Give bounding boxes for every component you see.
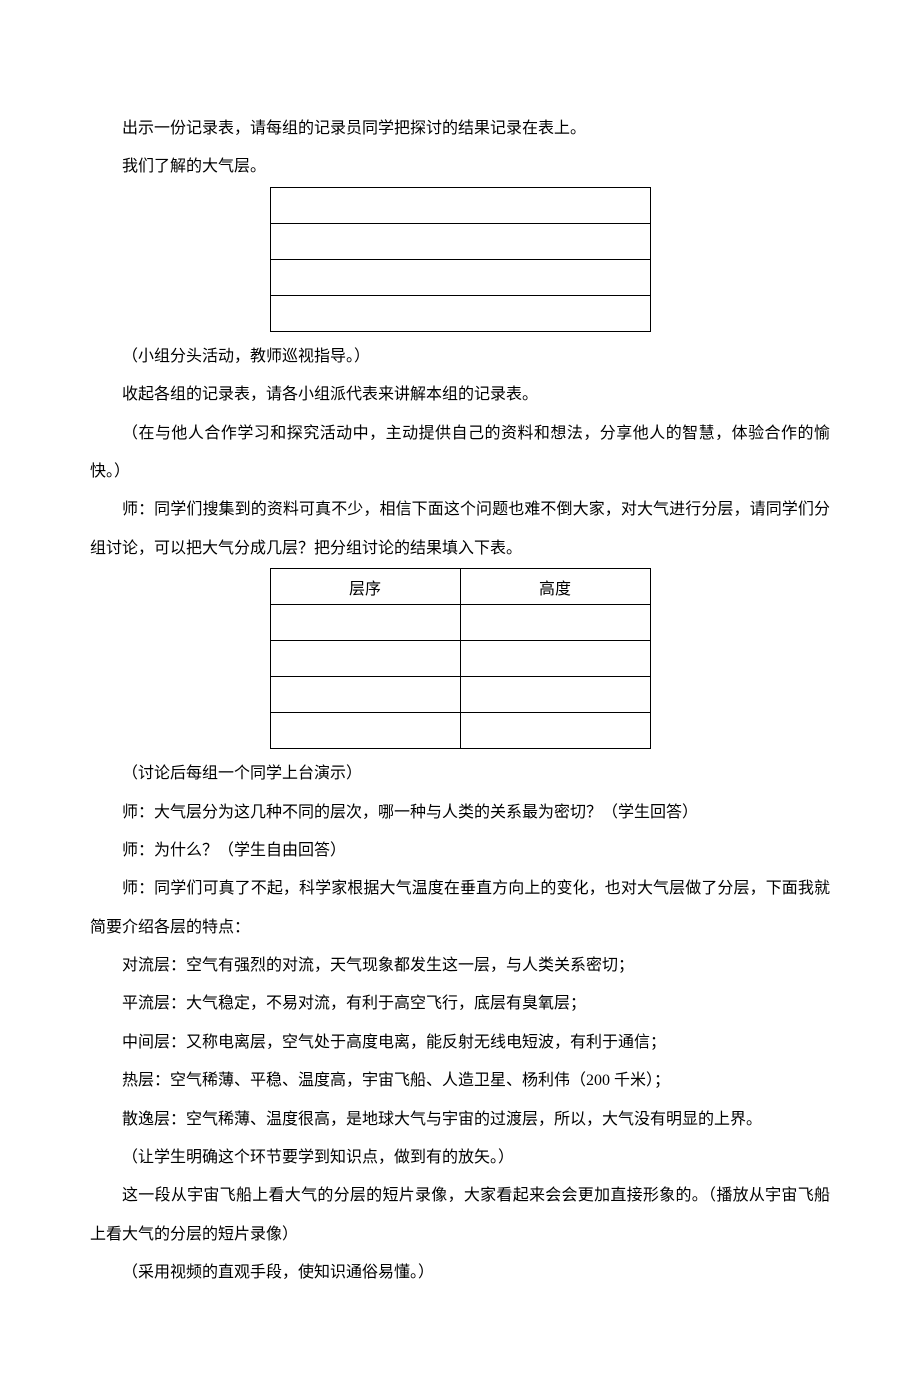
- paragraph: 师：为什么？（学生自由回答）: [90, 832, 830, 870]
- table-header-cell: 层序: [270, 569, 460, 605]
- table-row: [270, 187, 650, 223]
- paragraph: 热层：空气稀薄、平稳、温度高，宇宙飞船、人造卫星、杨利伟（200 千米）；: [90, 1062, 830, 1100]
- paragraph: （采用视频的直观手段，使知识通俗易懂。）: [90, 1254, 830, 1292]
- record-table-1: [270, 187, 651, 332]
- table-header-cell: 高度: [460, 569, 650, 605]
- table-cell: [460, 605, 650, 641]
- table-cell: [270, 677, 460, 713]
- table-row: [270, 677, 650, 713]
- table-cell: [460, 677, 650, 713]
- table-cell: [270, 187, 650, 223]
- table-cell: [460, 641, 650, 677]
- table-cell: [270, 295, 650, 331]
- table-cell: [270, 641, 460, 677]
- paragraph: 师：同学们搜集到的资料可真不少，相信下面这个问题也难不倒大家，对大气进行分层，请…: [90, 491, 830, 568]
- paragraph: 师：大气层分为这几种不同的层次，哪一种与人类的关系最为密切？（学生回答）: [90, 794, 830, 832]
- paragraph: （小组分头活动，教师巡视指导。）: [90, 338, 830, 376]
- table-header-row: 层序 高度: [270, 569, 650, 605]
- paragraph: （让学生明确这个环节要学到知识点，做到有的放矢。）: [90, 1139, 830, 1177]
- paragraph: 收起各组的记录表，请各小组派代表来讲解本组的记录表。: [90, 376, 830, 414]
- table-cell: [270, 713, 460, 749]
- paragraph: 对流层：空气有强烈的对流，天气现象都发生这一层，与人类关系密切；: [90, 947, 830, 985]
- paragraph: 师：同学们可真了不起，科学家根据大气温度在垂直方向上的变化，也对大气层做了分层，…: [90, 870, 830, 947]
- table-row: [270, 641, 650, 677]
- paragraph: 这一段从宇宙飞船上看大气的分层的短片录像，大家看起来会会更加直接形象的。（播放从…: [90, 1177, 830, 1254]
- table-row: [270, 259, 650, 295]
- table-row: [270, 713, 650, 749]
- paragraph: 中间层：又称电离层，空气处于高度电离，能反射无线电短波，有利于通信；: [90, 1024, 830, 1062]
- table-row: [270, 605, 650, 641]
- table-row: [270, 295, 650, 331]
- table-row: [270, 223, 650, 259]
- table-cell: [270, 605, 460, 641]
- paragraph: 散逸层：空气稀薄、温度很高，是地球大气与宇宙的过渡层，所以，大气没有明显的上界。: [90, 1101, 830, 1139]
- paragraph: 我们了解的大气层。: [90, 148, 830, 186]
- paragraph: 出示一份记录表，请每组的记录员同学把探讨的结果记录在表上。: [90, 110, 830, 148]
- paragraph: （在与他人合作学习和探究活动中，主动提供自己的资料和想法，分享他人的智慧，体验合…: [90, 415, 830, 492]
- paragraph: （讨论后每组一个同学上台演示）: [90, 755, 830, 793]
- table-cell: [270, 259, 650, 295]
- table-cell: [460, 713, 650, 749]
- layer-table: 层序 高度: [270, 568, 651, 749]
- paragraph: 平流层：大气稳定，不易对流，有利于高空飞行，底层有臭氧层；: [90, 985, 830, 1023]
- table-cell: [270, 223, 650, 259]
